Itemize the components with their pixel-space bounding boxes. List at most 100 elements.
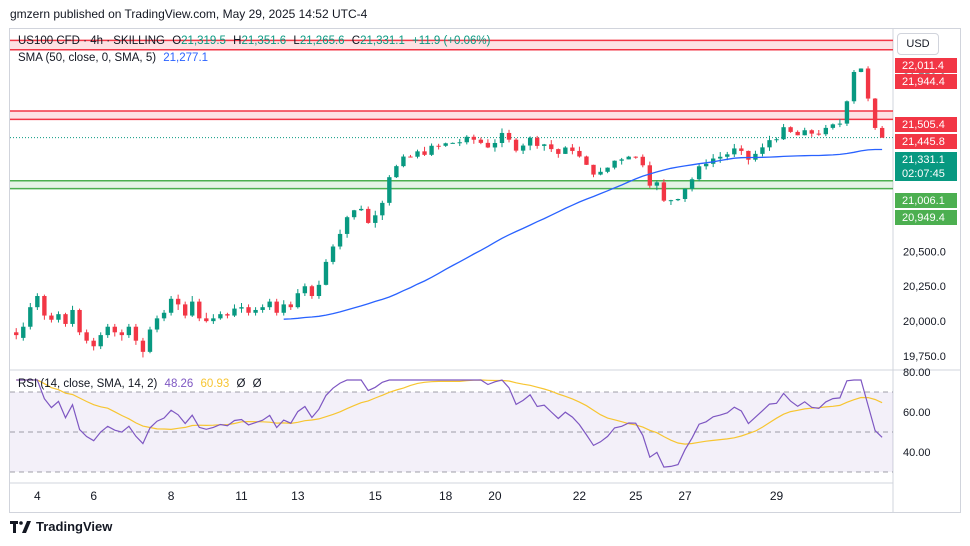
candle-body (98, 335, 103, 347)
candle-body (401, 156, 406, 167)
candle-body (675, 199, 681, 201)
candle-body (56, 314, 61, 320)
tradingview-logo[interactable]: TradingView (10, 519, 112, 534)
resistance-zone-top-fill (10, 40, 893, 50)
date-tick-label: 25 (629, 489, 643, 503)
publish-info: published on TradingView.com, May 29, 20… (53, 7, 368, 21)
tradingview-brand: TradingView (36, 519, 113, 534)
resistance-top-lower-label: 21,944.4 (895, 74, 957, 89)
rsi-legend[interactable]: RSI (14, close, SMA, 14, 2) 48.26 60.93 … (18, 378, 262, 390)
candle-body (309, 286, 315, 297)
currency-selector[interactable]: USD (897, 33, 939, 55)
candle-body (246, 307, 251, 313)
close-label: C (351, 35, 361, 47)
candle-body (795, 131, 800, 136)
candle-body (499, 132, 505, 143)
candle-body (556, 149, 561, 154)
candle-body (527, 137, 533, 146)
candle-body (253, 309, 258, 313)
resistance-top-upper-label: 22,011.4 (895, 58, 957, 73)
candle-body (542, 144, 547, 146)
candle-body (584, 156, 589, 165)
candle-body (422, 151, 427, 155)
candle-body (344, 217, 350, 234)
candle-body (802, 130, 807, 136)
candle-body (190, 301, 195, 316)
candle-body (788, 127, 793, 132)
candle-body (485, 142, 491, 148)
candle-body (809, 130, 814, 134)
low-label: L (293, 35, 300, 47)
candle-body (591, 164, 596, 175)
open-label: O (172, 35, 182, 47)
candle-body (732, 148, 737, 155)
candle-body (211, 318, 216, 322)
symbol-legend: US100 CFD · 4h · SKILLING O21,319.5 H21,… (18, 35, 491, 47)
candle-body (865, 68, 871, 99)
candle-body (844, 101, 850, 124)
candle-body (330, 246, 336, 262)
candle-body (739, 148, 744, 151)
tradingview-logo-icon (10, 520, 31, 533)
date-tick-label: 13 (291, 489, 305, 503)
symbol-name: US100 CFD · 4h · SKILLING (18, 35, 165, 47)
candle-body (415, 151, 420, 157)
candle-body (204, 318, 209, 322)
candle-body (302, 286, 308, 294)
resistance-mid-lower-label: 21,445.8 (895, 134, 957, 149)
candle-body (21, 326, 26, 338)
publish-caption: gmzern published on TradingView.com, May… (10, 7, 367, 21)
price-tick-label: 20,500.0 (903, 246, 946, 258)
candle-body (619, 159, 624, 161)
candle-body (359, 208, 364, 211)
date-tick-label: 8 (168, 489, 175, 503)
candle-body (105, 326, 110, 336)
candle-body (28, 307, 33, 327)
candle-body (408, 156, 413, 158)
candle-body (175, 298, 181, 305)
candle-body (703, 163, 709, 167)
candle-body (535, 137, 540, 146)
sma-legend[interactable]: SMA (50, close, 0, SMA, 5) 21,277.1 (18, 52, 208, 64)
candle-body (570, 147, 575, 151)
candle-body (549, 144, 554, 150)
candle-body (126, 326, 132, 336)
price-tick-label: 20,250.0 (903, 281, 946, 293)
candle-body (823, 127, 829, 135)
candle-body (781, 127, 786, 140)
candle-body (316, 284, 322, 297)
candle-body (654, 182, 660, 186)
candle-body (161, 312, 167, 319)
candle-body (288, 304, 293, 308)
candle-body (464, 136, 469, 143)
candle-body (640, 156, 645, 166)
candle-body (154, 318, 160, 330)
candle-body (197, 301, 202, 319)
candle-body (429, 145, 434, 155)
candle-body (337, 233, 343, 247)
date-tick-label: 22 (573, 489, 587, 503)
candle-body (14, 332, 19, 336)
candle-body (140, 340, 146, 352)
candle-body (450, 142, 455, 144)
candle-body (598, 171, 603, 175)
rsi-ma-value: 60.93 (200, 378, 230, 390)
candle-body (858, 68, 864, 72)
candle-body (689, 179, 695, 189)
sma-value: 21,277.1 (163, 52, 209, 64)
candle-body (267, 301, 272, 308)
sma-name: SMA (50, close, 0, SMA, 5) (18, 52, 157, 64)
candle-body (767, 140, 772, 148)
candle-body (774, 139, 779, 141)
candle-body (366, 208, 371, 223)
candle-body (626, 156, 631, 160)
rsi-ma-line (16, 379, 883, 445)
candle-body (696, 166, 702, 180)
date-tick-label: 11 (235, 489, 248, 503)
candle-body (35, 296, 40, 308)
candle-body (647, 165, 653, 186)
candle-body (436, 145, 441, 147)
candle-body (281, 304, 286, 313)
candle-body (133, 326, 139, 341)
